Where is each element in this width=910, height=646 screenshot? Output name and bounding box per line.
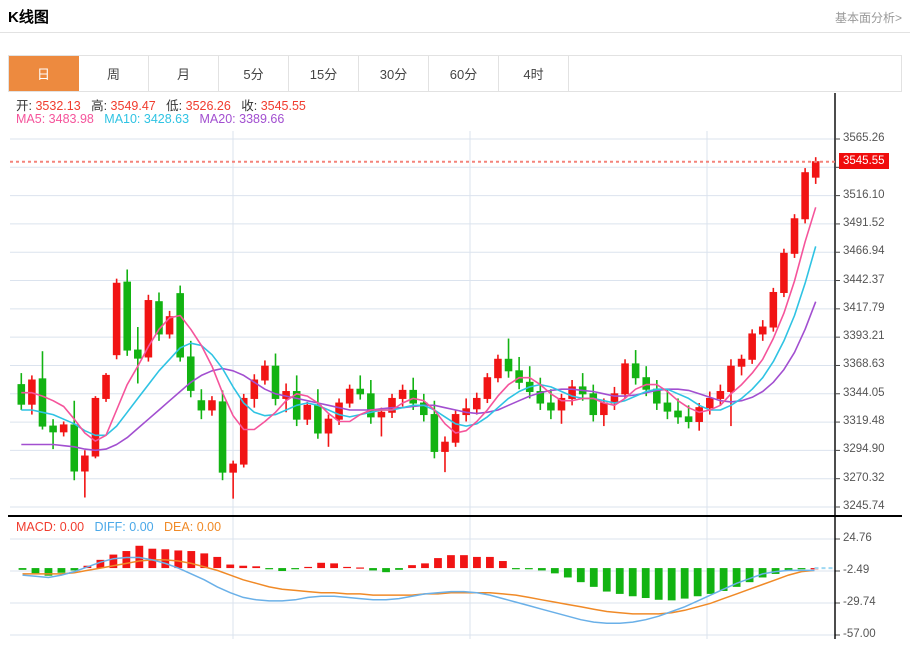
macd-chart-svg [10, 517, 840, 639]
tab-label: 月 [176, 67, 190, 82]
tabbar-filler [569, 56, 901, 91]
page-header: K线图 基本面分析> [0, 0, 910, 33]
tab-2[interactable]: 月 [149, 56, 219, 91]
tab-4[interactable]: 15分 [289, 56, 359, 91]
current-price-badge: 3545.55 [839, 152, 889, 169]
tab-0[interactable]: 日 [9, 56, 79, 91]
price-chart-svg [10, 93, 840, 515]
tab-5[interactable]: 30分 [359, 56, 429, 91]
fundamental-analysis-link[interactable]: 基本面分析> [834, 11, 902, 25]
tab-6[interactable]: 60分 [429, 56, 499, 91]
chart-container: 开: 3532.13 高: 3549.47 低: 3526.26 收: 3545… [8, 93, 902, 639]
macd-chart-panel[interactable]: MACD: 0.00 DIFF: 0.00 DEA: 0.00 24.76 -2.… [8, 517, 902, 639]
tab-7[interactable]: 4时 [499, 56, 569, 91]
tab-label: 5分 [243, 67, 264, 82]
tab-1[interactable]: 周 [79, 56, 149, 91]
tab-3[interactable]: 5分 [219, 56, 289, 91]
page-title: K线图 [8, 9, 49, 26]
tab-label: 30分 [379, 67, 408, 82]
tab-label: 4时 [523, 67, 544, 82]
tab-label: 15分 [309, 67, 338, 82]
tab-label: 日 [36, 67, 50, 82]
period-tabbar: 日 周 月 5分 15分 30分 60分 4时 [8, 55, 902, 92]
tab-label: 周 [106, 67, 120, 82]
price-chart-panel[interactable]: 开: 3532.13 高: 3549.47 低: 3526.26 收: 3545… [8, 93, 902, 517]
tab-label: 60分 [449, 67, 478, 82]
